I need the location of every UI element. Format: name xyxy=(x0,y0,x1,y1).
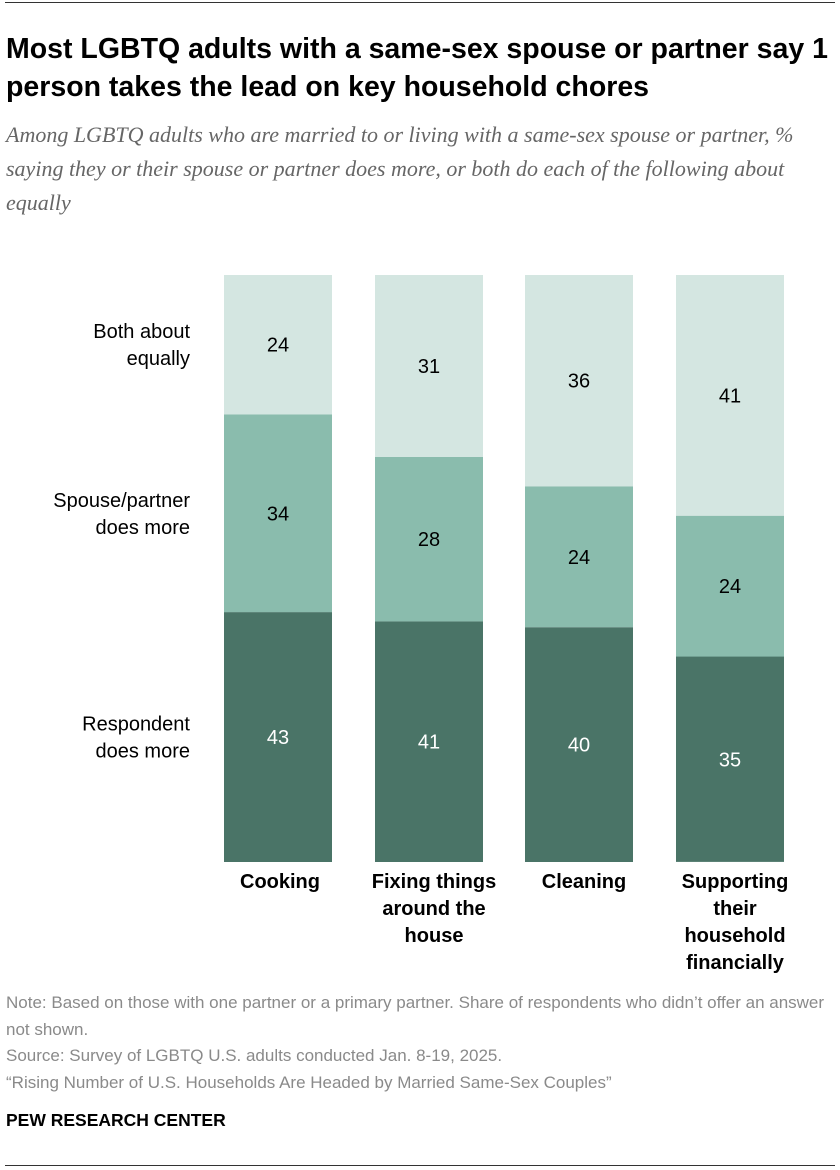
legend-label: Spouse/partner xyxy=(53,490,190,512)
bar-segment xyxy=(224,275,332,415)
stacked-bar-chart: 43 34 24 Cooking 41 28 31 Fixing things around t… xyxy=(53,275,789,974)
legend-label: Respondent xyxy=(82,714,190,736)
note-text: Note: Based on those with one partner or… xyxy=(6,993,825,1039)
bar-value-label: 34 xyxy=(267,503,289,525)
chart-title: Most LGBTQ adults with a same-sex spouse… xyxy=(6,33,828,103)
brand-label: PEW RESEARCH CENTER xyxy=(6,1110,226,1130)
category-label: their xyxy=(713,898,757,920)
bar-value-label: 41 xyxy=(719,385,741,407)
legend-label: equally xyxy=(127,348,190,370)
legend-label: Both about xyxy=(93,321,190,343)
bar-segment xyxy=(676,275,784,516)
bar-segment xyxy=(525,486,633,628)
bar-segment xyxy=(375,275,483,457)
top-rule xyxy=(5,2,835,3)
bar-value-label: 24 xyxy=(267,335,289,357)
bar-value-label: 43 xyxy=(267,727,289,749)
bar-value-label: 35 xyxy=(719,749,741,771)
category-label: Fixing things xyxy=(372,871,496,893)
category-label: house xyxy=(405,925,464,947)
bar-segment xyxy=(676,515,784,657)
category-label: Cleaning xyxy=(542,871,626,893)
bar-segment xyxy=(525,275,633,487)
bottom-rule xyxy=(5,1165,835,1166)
category-label: Cooking xyxy=(240,871,320,893)
category-label: around the xyxy=(382,898,485,920)
bar-segment xyxy=(676,656,784,862)
bar-value-label: 28 xyxy=(418,529,440,551)
bar-value-label: 36 xyxy=(568,371,590,393)
bar-segment xyxy=(375,457,483,622)
legend-label: does more xyxy=(96,741,191,763)
category-label: financially xyxy=(686,952,785,974)
source-text: Source: Survey of LGBTQ U.S. adults cond… xyxy=(6,1046,503,1065)
bar-value-label: 41 xyxy=(418,732,440,754)
bar-segment xyxy=(375,621,483,862)
bar-segment xyxy=(525,627,633,862)
bar-segment xyxy=(224,414,332,613)
bar-value-label: 24 xyxy=(719,576,741,598)
bar-segment xyxy=(224,612,332,862)
report-title-text: “Rising Number of U.S. Households Are He… xyxy=(6,1072,612,1092)
bar-value-label: 24 xyxy=(568,547,590,569)
legend-label: does more xyxy=(96,517,191,539)
bar-value-label: 40 xyxy=(568,735,590,757)
category-label: Supporting xyxy=(682,871,789,893)
footer-notes: Note: Based on those with one partner or… xyxy=(6,990,838,1096)
chart-subtitle: Among LGBTQ adults who are married to or… xyxy=(6,122,794,215)
bar-value-label: 31 xyxy=(418,356,440,378)
category-label: household xyxy=(684,925,785,947)
